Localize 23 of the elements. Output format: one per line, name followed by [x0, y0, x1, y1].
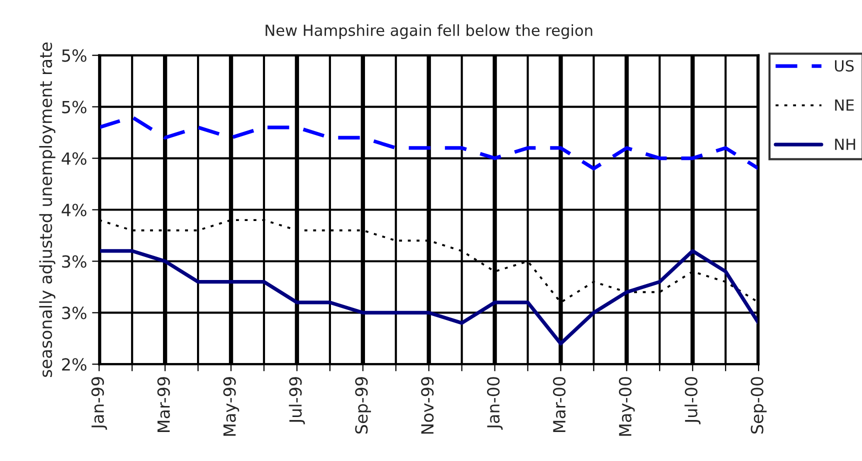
- y-tick-label: 5%: [62, 49, 86, 62]
- y-tick-label: 4%: [62, 204, 86, 216]
- x-tick-label: Jan-00: [487, 377, 503, 430]
- x-tick-label: Jan-99: [91, 377, 108, 430]
- x-tick-label: Mar-00: [552, 377, 566, 432]
- y-tick-label: 3%: [62, 306, 86, 320]
- chart-title: New Hampshire again fell below the region: [266, 24, 592, 40]
- y-axis-title: seasonally adjusted unemployment rate: [39, 42, 56, 377]
- x-tick-label: Mar-99: [157, 377, 170, 432]
- x-tick-label: Nov-99: [421, 377, 434, 434]
- x-tick-label: May-99: [223, 377, 240, 436]
- x-tick-label: May-00: [618, 377, 635, 436]
- y-tick-label: 5%: [62, 100, 86, 114]
- y-tick-label: 2%: [62, 358, 86, 371]
- x-tick-label: Sep-00: [750, 377, 767, 434]
- x-tick-label: Jul-99: [288, 377, 305, 424]
- y-tick-label: 4%: [62, 152, 86, 165]
- legend-label: US: [834, 60, 854, 72]
- legend-label: NE: [835, 100, 854, 111]
- legend-label: NH: [835, 138, 856, 150]
- x-tick-label: Sep-99: [355, 377, 371, 434]
- y-tick-label: 3%: [62, 255, 86, 268]
- x-tick-label: Jul-00: [684, 377, 701, 424]
